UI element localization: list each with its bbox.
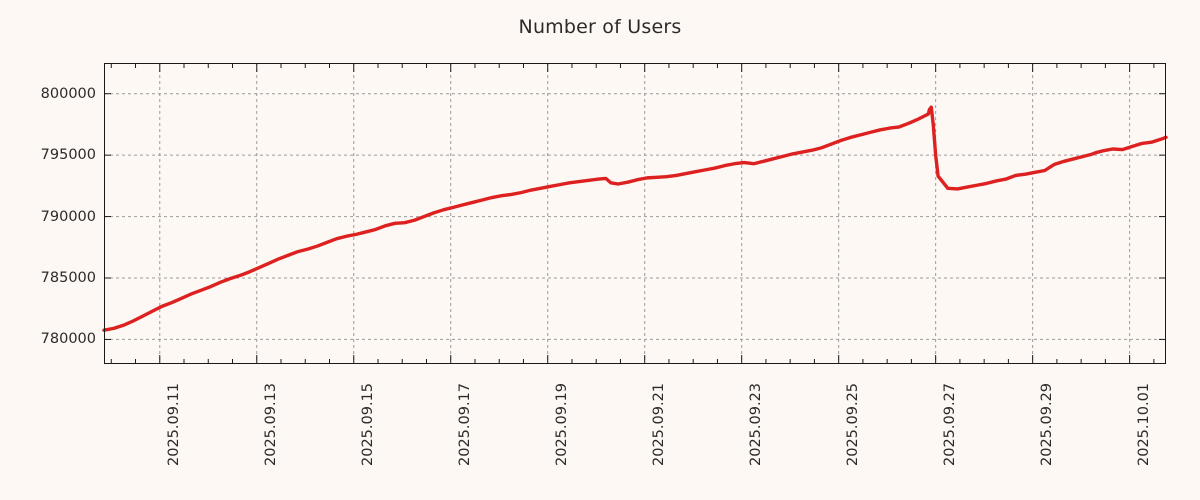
y-axis-tick-label: 795000	[40, 147, 96, 164]
y-axis-tick-label: 785000	[40, 270, 96, 286]
data-line-number-of-users	[102, 105, 1168, 332]
y-axis-labels: 780000 785000 790000 795000 800000	[0, 0, 96, 500]
y-axis-tick-label: 800000	[40, 85, 96, 102]
plot-frame-border	[104, 63, 1166, 364]
y-axis-tick-label: 790000	[40, 208, 96, 225]
y-axis-tick-label: 780000	[40, 331, 96, 348]
chart-title: Number of Users	[518, 16, 682, 38]
